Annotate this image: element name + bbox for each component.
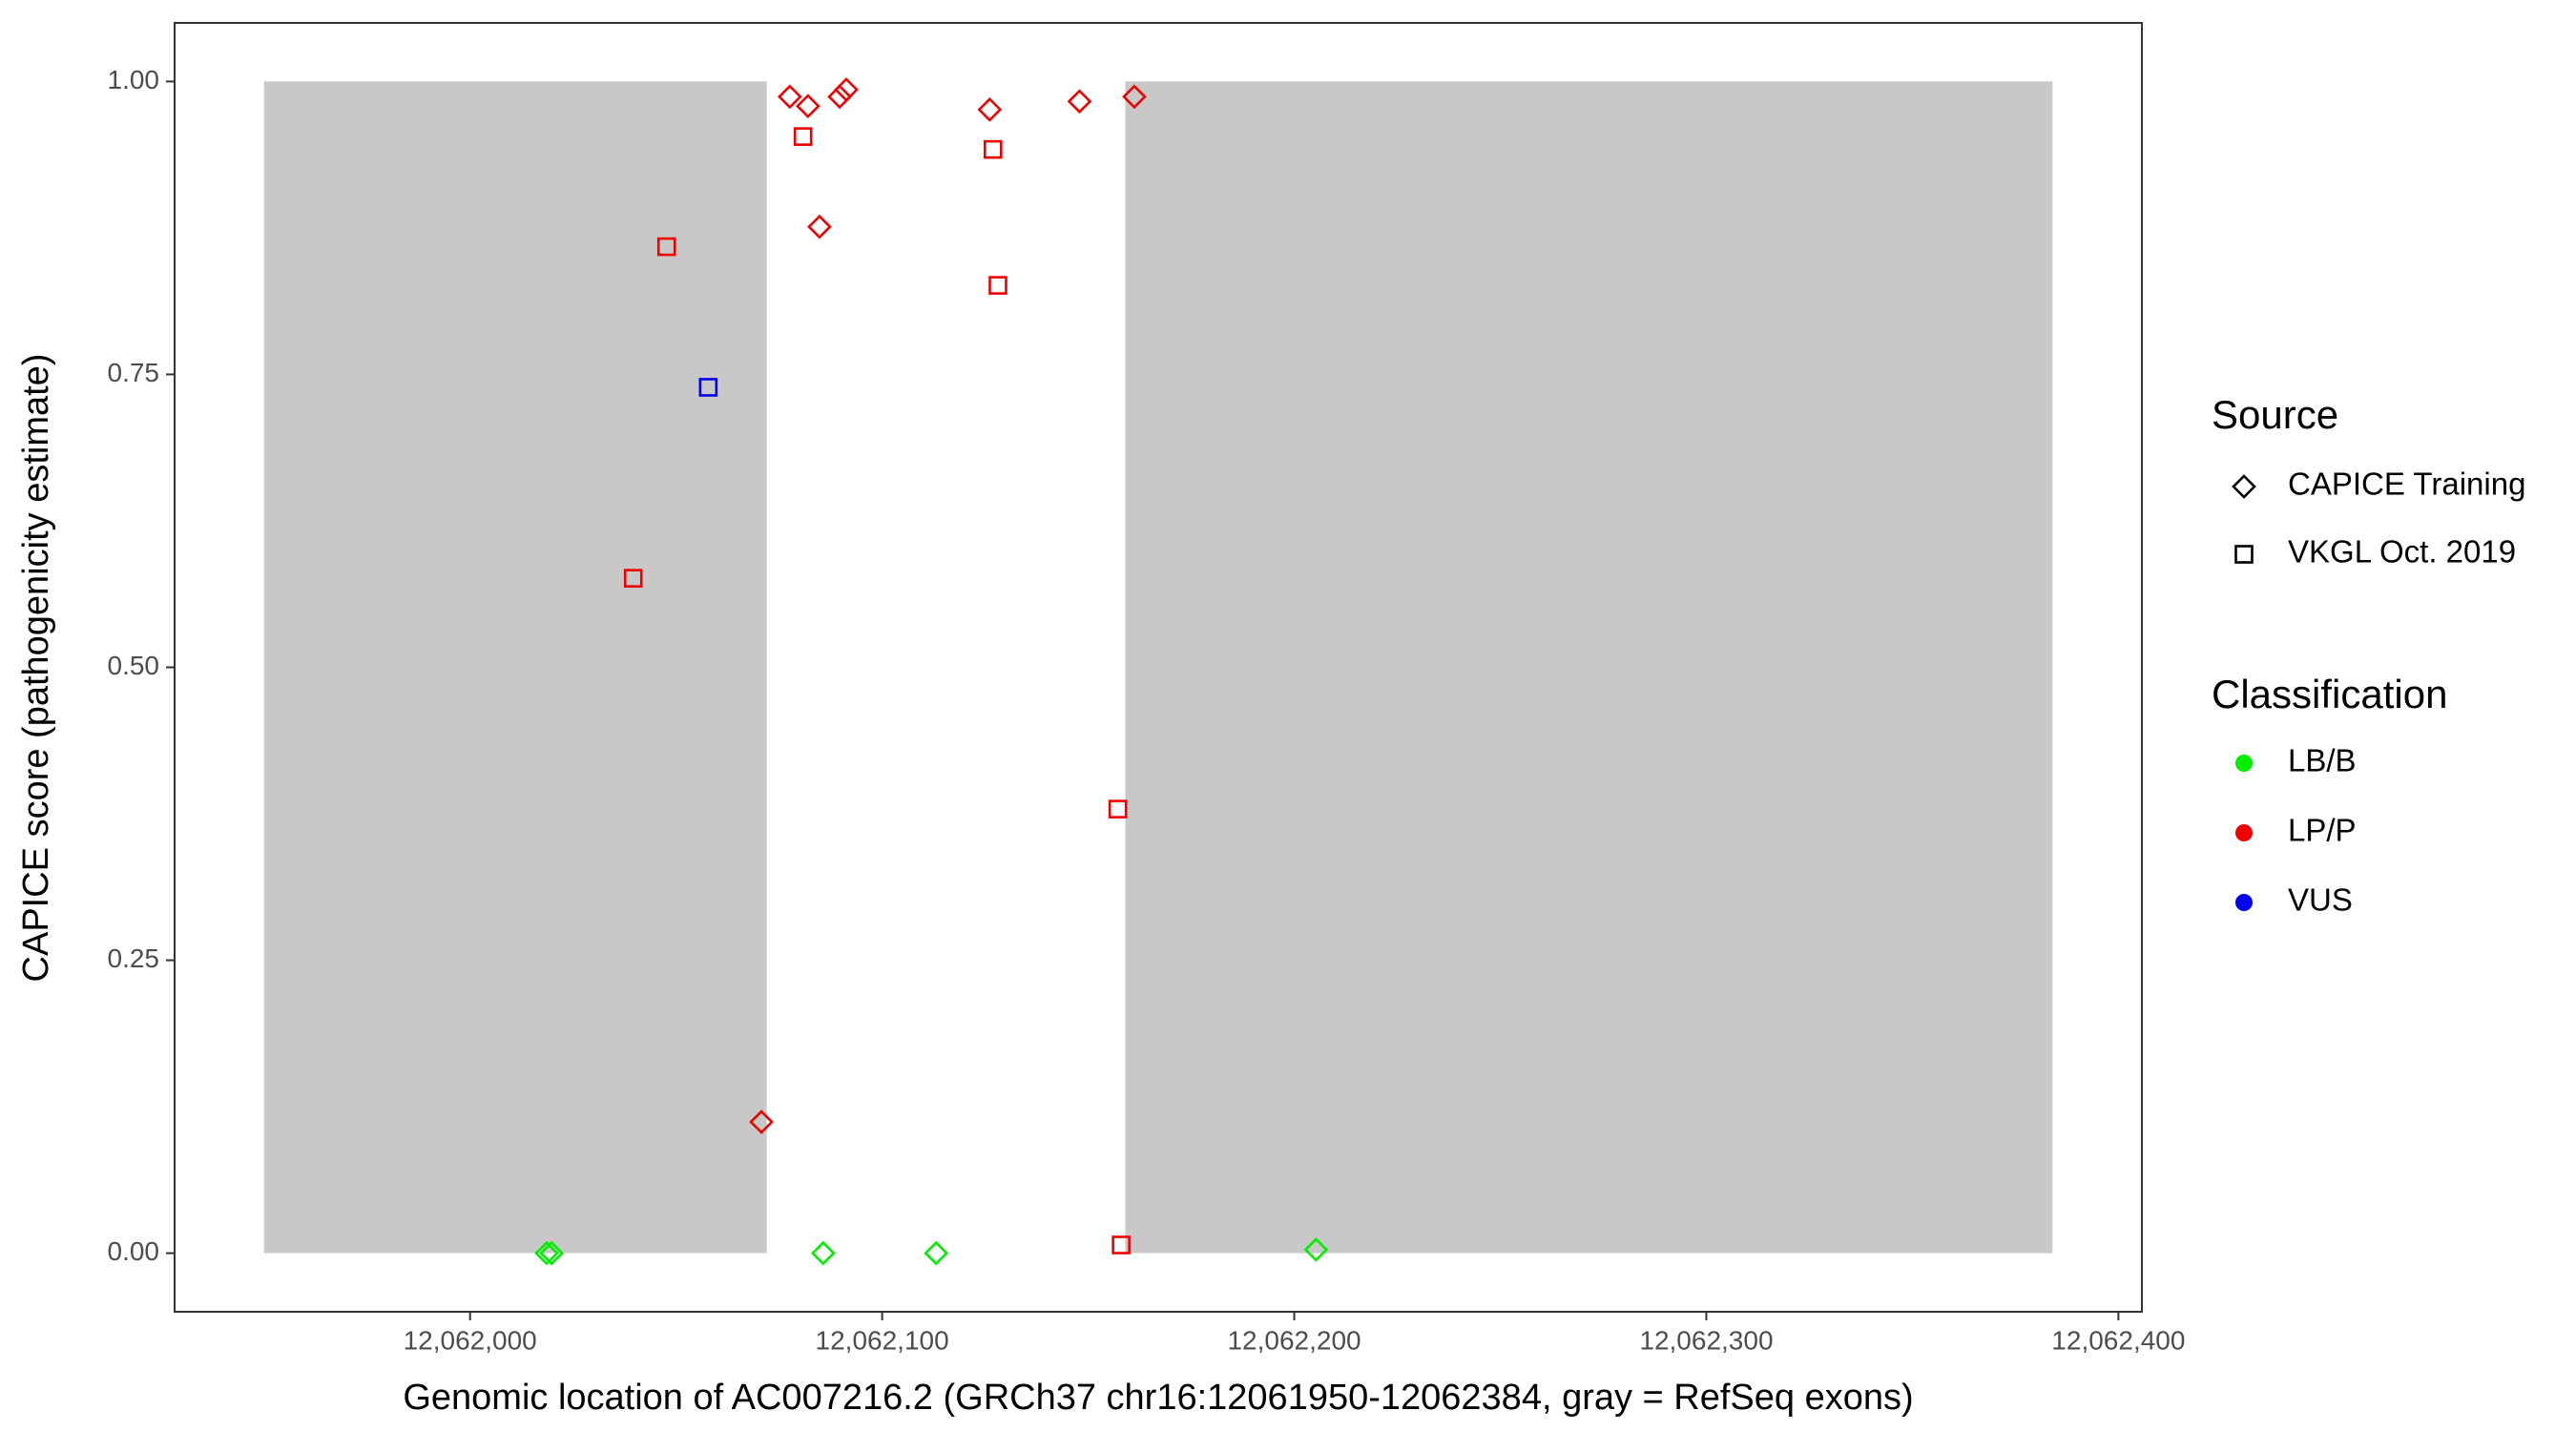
- x-tick-label: 12,062,400: [2051, 1325, 2185, 1355]
- point: [811, 1240, 836, 1266]
- legend-title: Source: [2212, 392, 2338, 437]
- point: [1108, 799, 1128, 819]
- point: [778, 84, 802, 110]
- y-tick-label: 1.00: [108, 65, 160, 94]
- x-tick-label: 12,062,100: [816, 1325, 949, 1355]
- point: [623, 569, 643, 588]
- legend-symbol: [2235, 894, 2253, 911]
- legend-label: VKGL Oct. 2019: [2288, 534, 2516, 570]
- point: [807, 214, 832, 239]
- legend-symbol: [2235, 824, 2253, 841]
- point: [834, 77, 859, 102]
- x-axis-title: Genomic location of AC007216.2 (GRCh37 c…: [403, 1378, 1913, 1418]
- y-axis-title: CAPICE score (pathogenicity estimate): [16, 354, 56, 983]
- point: [698, 378, 718, 397]
- point: [983, 139, 1003, 159]
- point: [1303, 1237, 1329, 1262]
- x-tick-label: 12,062,000: [404, 1325, 537, 1355]
- legend-label: LB/B: [2288, 743, 2357, 778]
- y-tick-label: 0.50: [108, 651, 160, 680]
- legend-symbol: [2232, 474, 2256, 499]
- point: [924, 1240, 949, 1266]
- point: [749, 1110, 774, 1134]
- legend-symbol: [2235, 755, 2253, 772]
- legend-label: VUS: [2288, 882, 2353, 918]
- legend-title: Classification: [2212, 672, 2447, 716]
- point: [988, 276, 1008, 295]
- y-tick-label: 0.75: [108, 358, 160, 387]
- y-tick-label: 0.00: [108, 1236, 160, 1266]
- x-tick-label: 12,062,200: [1227, 1325, 1361, 1355]
- point: [793, 127, 813, 146]
- point: [539, 1240, 565, 1266]
- x-tick-label: 12,062,300: [1639, 1325, 1773, 1355]
- exon: [263, 81, 767, 1254]
- point: [656, 237, 676, 257]
- point: [1111, 1235, 1131, 1255]
- point: [1067, 89, 1092, 114]
- point: [977, 97, 1003, 122]
- legend-label: CAPICE Training: [2288, 467, 2525, 502]
- legend-symbol: [2234, 545, 2254, 564]
- point: [534, 1240, 559, 1266]
- point: [796, 93, 821, 119]
- y-tick-label: 0.25: [108, 944, 160, 973]
- point: [827, 84, 852, 110]
- point: [1122, 84, 1147, 110]
- legend-label: LP/P: [2288, 813, 2357, 848]
- exon: [1125, 81, 2053, 1254]
